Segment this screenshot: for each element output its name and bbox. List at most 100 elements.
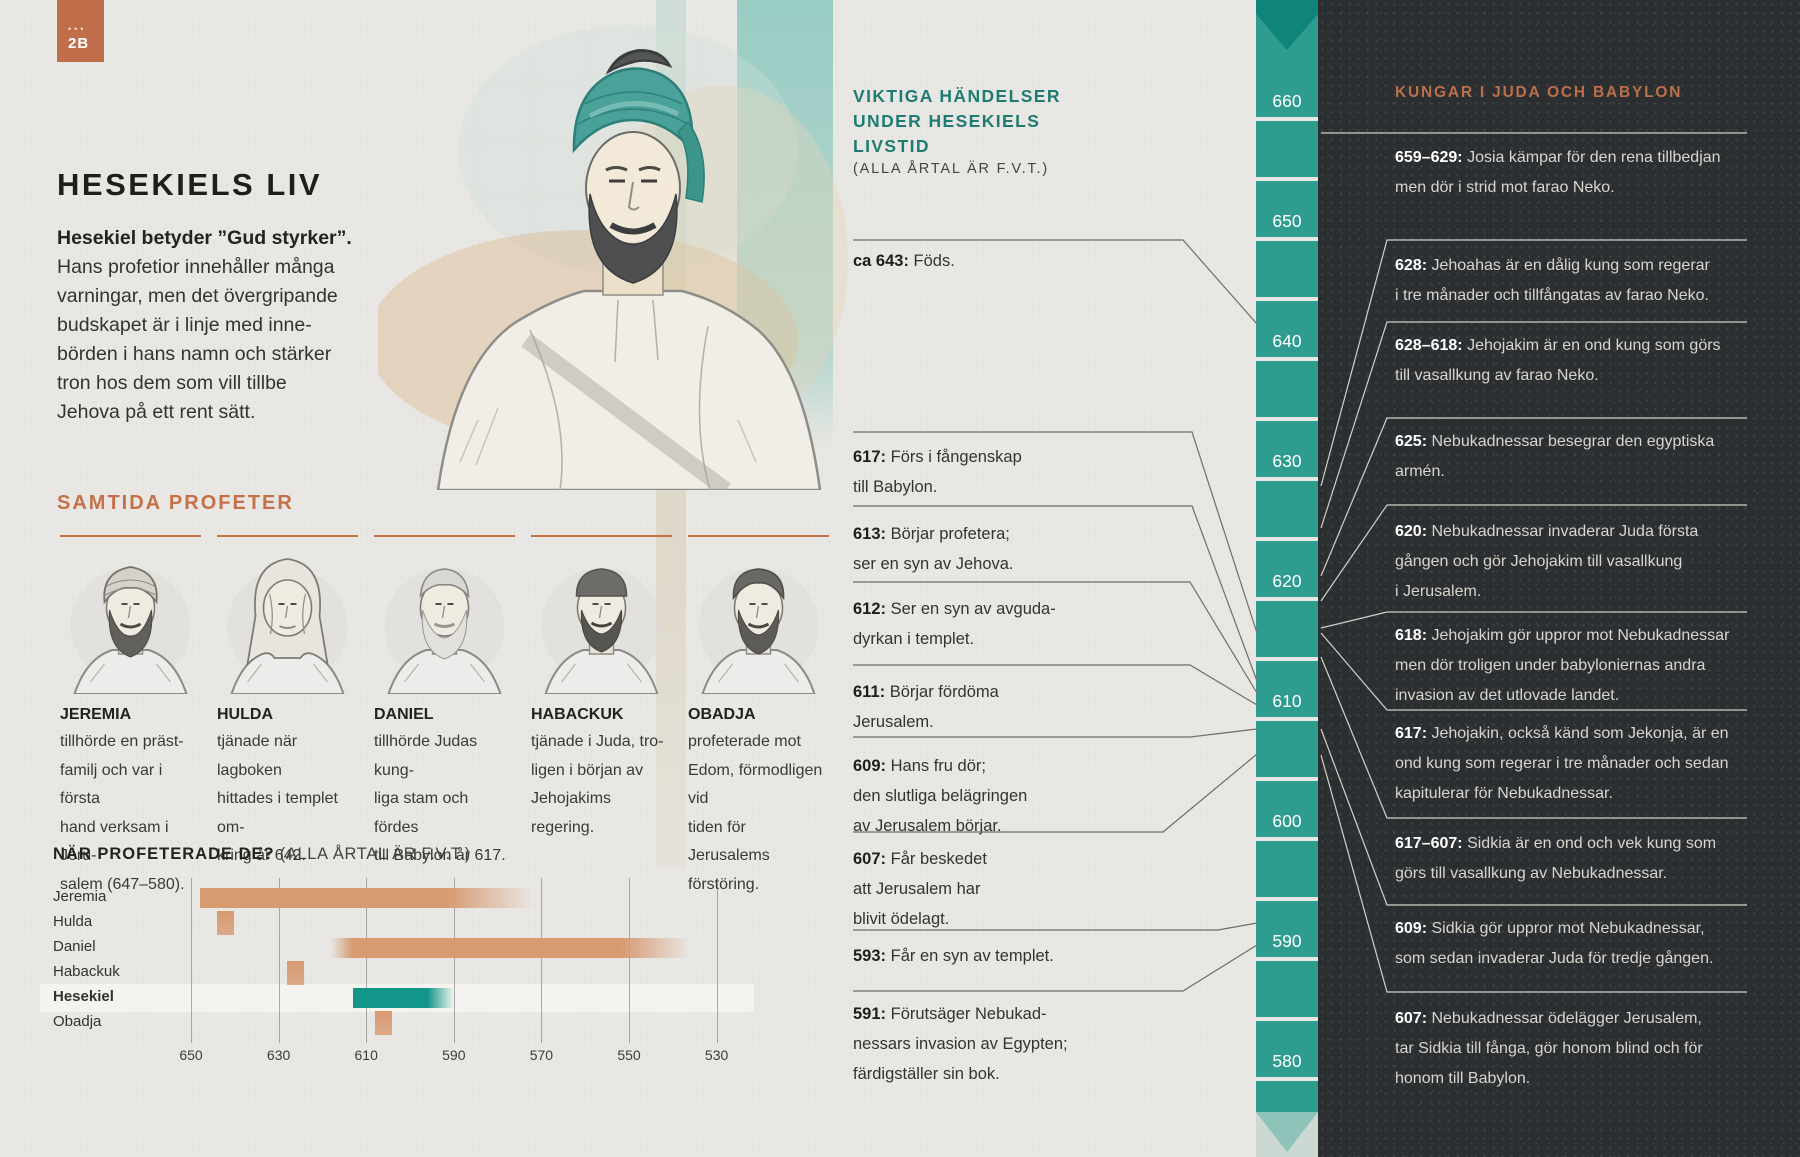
king-entry-628: 628: Jehoahas är en dålig kung som reger… [1395,251,1755,311]
event-item-ca643: ca 643: Föds. [853,246,1163,276]
gantt-row-label: Jeremia [53,888,107,905]
king-entry-text: Nebukadnessar ödelägger Jerusalem, tar S… [1395,1010,1703,1087]
king-entry-text: Jehojakin, också känd som Jekonja, är en… [1395,725,1729,802]
king-entry-year: 617: [1395,725,1428,742]
prophets-row: JEREMIA tillhörde en präst- familj och va… [60,535,835,893]
prophet-portrait-sketch [70,566,191,695]
timeline-divider [1256,1077,1318,1081]
king-entry-text: Sidkia gör uppror mot Nebukadnessar, som… [1395,920,1714,967]
timeline-divider [1256,957,1318,961]
gantt-gridline [629,878,630,1043]
prophet-portrait-sketch [227,558,348,695]
king-entry-year: 618: [1395,627,1428,644]
king-entry-609: 609: Sidkia gör uppror mot Nebukadnessar… [1395,914,1755,974]
gantt-bar-hulda [217,911,235,935]
prophet-portrait [60,544,201,699]
timeline-divider [1256,417,1318,421]
intro-paragraph: Hesekiel betyder ”Gud styrker”. Hans pro… [57,224,387,427]
timeline-arrow-bottom-icon [1256,1112,1318,1152]
event-item-617: 617: Förs i fångenskap till Babylon. [853,442,1163,502]
prophet-card-hulda: HULDA tjänade när lagboken hittades i tem… [217,535,358,871]
king-entry-year: 659–629: [1395,149,1463,166]
timeline-year-label: 580 [1272,1051,1302,1071]
event-text: Förutsäger Nebukad- nessars invasion av … [853,1005,1068,1083]
prophet-portrait [531,544,672,699]
king-entry-year: 609: [1395,920,1428,937]
timeline-year-label: 660 [1272,91,1302,111]
event-item-591: 591: Förutsäger Nebukad- nessars invasio… [853,999,1163,1089]
gantt-axis-label: 550 [617,1047,641,1063]
event-year: 591: [853,1005,887,1023]
king-entry-text: Jehoahas är en dålig kung som regerar i … [1395,257,1710,304]
king-entry-year: 628–618: [1395,337,1463,354]
timeline-year-label: 600 [1272,811,1302,831]
event-year: 611: [853,683,886,701]
prophet-card-jeremia: JEREMIA tillhörde en präst- familj och va… [60,535,201,899]
timeline-divider [1256,117,1318,121]
prophet-name: OBADJA [688,706,756,723]
timeline-divider [1256,837,1318,841]
gantt-gridline [366,878,368,1043]
event-item-607: 607: Får beskedet att Jerusalem har bliv… [853,844,1163,934]
gantt-axis-label: 630 [266,1047,291,1063]
prophet-card-rule [60,535,201,537]
prophet-description: tillhörde Judas kung- liga stam och förd… [374,733,506,864]
event-year: 607: [853,850,887,868]
king-entry-659629: 659–629: Josia kämpar för den rena tillb… [1395,143,1755,203]
king-entry-625: 625: Nebukadnessar besegrar den egyptisk… [1395,427,1755,487]
event-item-613: 613: Börjar profetera; ser en syn av Jeh… [853,519,1163,579]
gantt-row-label: Daniel [53,938,96,955]
event-year: 613: [853,525,887,543]
gantt-bar-jeremia [199,888,533,908]
timeline-divider [1256,897,1318,901]
page-badge: ••• 2B [57,0,104,62]
gantt-row-label: Obadja [53,1013,102,1030]
king-entry-628618: 628–618: Jehojakim är en ond kung som gö… [1395,331,1755,391]
gantt-gridline [716,878,718,1043]
timeline-divider [1256,177,1318,181]
gantt-row-label: Habackuk [53,963,120,980]
king-entry-617: 617: Jehojakin, också känd som Jekonja, … [1395,719,1755,809]
ezekiel-portrait-illustration [378,25,848,490]
gantt-gridline [191,878,192,1043]
prophet-description: tjänade i Juda, tro- ligen i början av J… [531,733,664,836]
prophet-description: tillhörde en präst- familj och var i för… [60,733,185,893]
timeline-arrow-top-icon [1256,0,1318,50]
gantt-axis-label: 610 [354,1047,378,1063]
gantt-row-label: Hesekiel [53,988,114,1005]
gantt-bar-hesekiel [353,988,454,1008]
prophet-description: tjänade när lagboken hittades i templet … [217,733,338,864]
prophet-name: DANIEL [374,706,434,723]
gantt-title: NÄR PROFETERADE DE? (ALLA ÅRTAL ÄR F.V.T… [53,845,471,863]
kings-panel: KUNGAR I JUDA OCH BABYLON 659–629: Josia… [1318,0,1800,1157]
king-entry-617607: 617–607: Sidkia är en ond och vek kung s… [1395,829,1755,889]
event-year: 609: [853,757,887,775]
prophet-card-daniel: DANIEL tillhörde Judas kung- liga stam oc… [374,535,515,871]
prophet-portrait [374,544,515,699]
prophets-heading: SAMTIDA PROFETER [57,492,294,514]
timeline-divider [1256,657,1318,661]
prophet-portrait-sketch [698,568,819,695]
timeline-divider [1256,357,1318,361]
event-item-612: 612: Ser en syn av avguda- dyrkan i temp… [853,594,1163,654]
prophet-card-obadja: OBADJA profeterade mot Edom, förmodligen … [688,535,829,899]
king-entry-text: Nebukadnessar besegrar den egyptiska arm… [1395,433,1715,480]
gantt-row-label: Hulda [53,913,93,930]
prophet-portrait [217,544,358,699]
prophet-card-rule [374,535,515,537]
king-entry-year: 607: [1395,1010,1428,1027]
timeline-divider [1256,237,1318,241]
prophet-portrait [688,544,829,699]
prophet-name: JEREMIA [60,706,132,723]
gantt-gridline [278,878,280,1043]
king-entry-text: Josia kämpar för den rena tillbedjan men… [1395,149,1721,196]
king-entry-year: 625: [1395,433,1428,450]
king-entry-year: 628: [1395,257,1428,274]
gantt-axis-label: 650 [179,1047,203,1063]
event-item-609: 609: Hans fru dör; den slutliga belägrin… [853,751,1163,841]
king-entry-620: 620: Nebukadnessar invaderar Juda första… [1395,517,1755,607]
king-entry-year: 620: [1395,523,1428,540]
event-year: ca 643: [853,252,909,270]
king-entry-text: Jehojakim gör uppror mot Nebukadnessar m… [1395,627,1730,704]
timeline-year-label: 620 [1272,571,1302,591]
